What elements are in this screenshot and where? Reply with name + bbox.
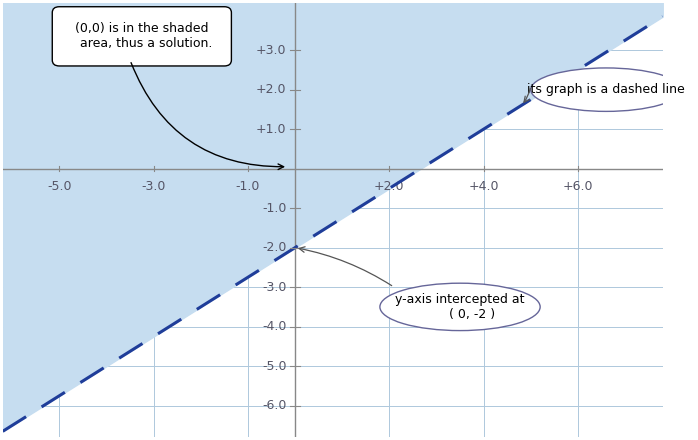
Ellipse shape [530, 68, 681, 111]
Text: +2.0: +2.0 [374, 180, 405, 193]
Text: -2.0: -2.0 [262, 241, 287, 254]
Text: -4.0: -4.0 [262, 320, 287, 333]
Text: its graph is a dashed line: its graph is a dashed line [527, 83, 685, 96]
Text: -3.0: -3.0 [142, 180, 166, 193]
Text: +4.0: +4.0 [468, 180, 499, 193]
Text: -5.0: -5.0 [262, 359, 287, 373]
Text: (0,0) is in the shaded
  area, thus a solution.: (0,0) is in the shaded area, thus a solu… [72, 22, 212, 50]
Text: -5.0: -5.0 [47, 180, 72, 193]
Text: +2.0: +2.0 [256, 83, 287, 96]
Text: +1.0: +1.0 [256, 123, 287, 136]
Text: +3.0: +3.0 [256, 44, 287, 57]
Text: -6.0: -6.0 [262, 399, 287, 412]
Text: +6.0: +6.0 [563, 180, 593, 193]
FancyBboxPatch shape [52, 7, 232, 66]
Text: -1.0: -1.0 [262, 202, 287, 215]
Text: -3.0: -3.0 [262, 281, 287, 293]
Ellipse shape [380, 283, 540, 330]
Text: -1.0: -1.0 [236, 180, 260, 193]
Text: y-axis intercepted at
      ( 0, -2 ): y-axis intercepted at ( 0, -2 ) [395, 293, 525, 321]
